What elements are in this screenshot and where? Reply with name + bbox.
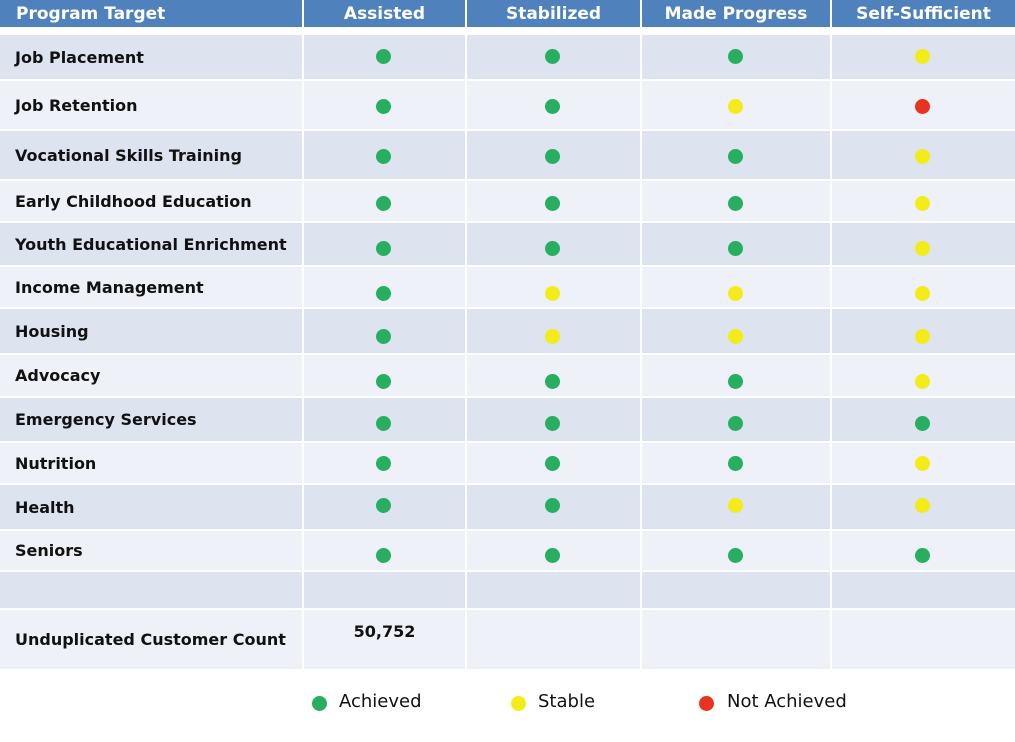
status-dot-stable bbox=[915, 497, 930, 513]
status-dot-stable bbox=[915, 148, 930, 164]
spacer-cell bbox=[0, 572, 302, 608]
row-label: Seniors bbox=[0, 531, 302, 570]
status-dot-achieved bbox=[727, 195, 743, 211]
spacer-cell bbox=[832, 572, 1015, 608]
status-dot-achieved bbox=[376, 148, 391, 164]
status-dot-achieved bbox=[376, 285, 391, 301]
status-dot-stable bbox=[915, 48, 930, 64]
status-dot-stable bbox=[545, 285, 560, 301]
status-dot-achieved bbox=[376, 98, 391, 114]
status-dot-achieved bbox=[376, 547, 391, 563]
status-dot-stable bbox=[915, 373, 930, 389]
status-dot-stable bbox=[915, 285, 930, 301]
status-dot-achieved bbox=[727, 547, 743, 563]
summary-value: 50,752 bbox=[304, 610, 465, 669]
status-dot-achieved bbox=[545, 373, 560, 389]
column-header: Self-Sufficient bbox=[832, 0, 1015, 27]
status-dot-stable bbox=[727, 497, 743, 513]
column-header: Assisted bbox=[304, 0, 465, 27]
legend-achieved-swatch bbox=[312, 696, 327, 711]
row-label: Vocational Skills Training bbox=[0, 131, 302, 179]
summary-label: Unduplicated Customer Count bbox=[0, 610, 302, 669]
status-dot-stable bbox=[727, 328, 743, 344]
status-dot-stable bbox=[545, 328, 560, 344]
status-dot-achieved bbox=[376, 373, 391, 389]
status-dot-achieved bbox=[727, 48, 743, 64]
legend-not-achieved-swatch bbox=[699, 696, 714, 711]
row-label: Health bbox=[0, 485, 302, 529]
status-dot-achieved bbox=[727, 415, 743, 431]
status-dot-achieved bbox=[545, 240, 560, 256]
legend-not-achieved-label: Not Achieved bbox=[727, 691, 847, 712]
legend-stable-label: Stable bbox=[538, 691, 596, 712]
row-label: Advocacy bbox=[0, 355, 302, 396]
row-label: Youth Educational Enrichment bbox=[0, 223, 302, 265]
column-header: Made Progress bbox=[642, 0, 830, 27]
row-label: Housing bbox=[0, 309, 302, 353]
status-dot-achieved bbox=[915, 547, 930, 563]
legend: Achieved Stable Not Achieved bbox=[0, 690, 1015, 720]
row-label: Nutrition bbox=[0, 443, 302, 483]
status-dot-achieved bbox=[376, 48, 391, 64]
summary-value bbox=[832, 610, 1015, 669]
status-dot-achieved bbox=[727, 373, 743, 389]
status-dot-achieved bbox=[545, 148, 560, 164]
row-label: Job Retention bbox=[0, 81, 302, 129]
status-dot-stable bbox=[915, 195, 930, 211]
status-dot-achieved bbox=[545, 98, 560, 114]
status-dot-stable bbox=[915, 455, 930, 471]
status-dot-achieved bbox=[727, 455, 743, 471]
status-dot-achieved bbox=[376, 195, 391, 211]
spacer-cell bbox=[304, 572, 465, 608]
spacer-cell bbox=[642, 572, 830, 608]
status-dot-stable bbox=[727, 285, 743, 301]
status-dot-not-achieved bbox=[915, 98, 930, 114]
status-dot-achieved bbox=[545, 195, 560, 211]
status-dot-stable bbox=[915, 328, 930, 344]
status-dot-stable bbox=[727, 98, 743, 114]
spacer-cell bbox=[467, 572, 640, 608]
column-header: Stabilized bbox=[467, 0, 640, 27]
legend-achieved-label: Achieved bbox=[339, 691, 422, 712]
status-dot-achieved bbox=[727, 148, 743, 164]
summary-value bbox=[467, 610, 640, 669]
row-label: Job Placement bbox=[0, 35, 302, 79]
column-header: Program Target bbox=[0, 0, 302, 27]
status-dot-achieved bbox=[727, 240, 743, 256]
status-dot-achieved bbox=[376, 240, 391, 256]
row-label: Early Childhood Education bbox=[0, 181, 302, 221]
row-label: Emergency Services bbox=[0, 398, 302, 441]
status-dot-achieved bbox=[376, 328, 391, 344]
status-dot-achieved bbox=[545, 415, 560, 431]
status-dot-achieved bbox=[376, 455, 391, 471]
status-dot-achieved bbox=[376, 497, 391, 513]
summary-value bbox=[642, 610, 830, 669]
status-dot-stable bbox=[915, 240, 930, 256]
row-label: Income Management bbox=[0, 267, 302, 307]
status-dot-achieved bbox=[545, 455, 560, 471]
status-dot-achieved bbox=[545, 48, 560, 64]
status-dot-achieved bbox=[915, 415, 930, 431]
status-dot-achieved bbox=[545, 547, 560, 563]
status-dot-achieved bbox=[376, 415, 391, 431]
status-dot-achieved bbox=[545, 497, 560, 513]
legend-stable-swatch bbox=[511, 696, 526, 711]
